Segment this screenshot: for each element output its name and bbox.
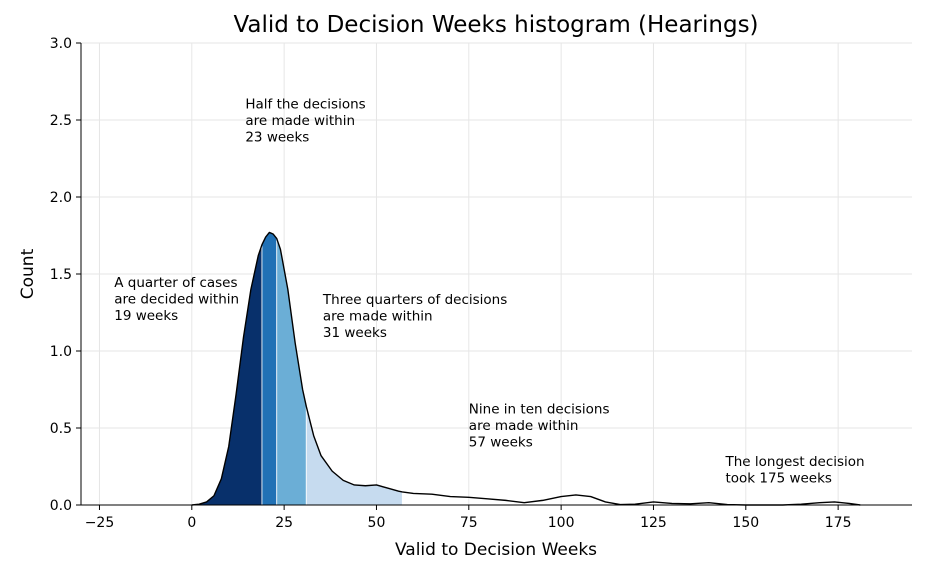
y-ticks: 0.0 0.5 1.0 1.5 2.0 2.5 3.0 xyxy=(50,36,81,514)
x-tick-label: 175 xyxy=(825,515,852,531)
x-tick-label: −25 xyxy=(85,515,115,531)
x-tick-label: 100 xyxy=(548,515,575,531)
y-axis-label: Count xyxy=(18,248,38,299)
annotation-1: A quarter of cases are decided within 19 w… xyxy=(114,275,239,324)
annotation-3: Three quarters of decisions are made with… xyxy=(322,292,507,341)
annotation-line: are made within xyxy=(469,418,579,434)
annotation-line: A quarter of cases xyxy=(114,275,237,291)
y-tick-label: 3.0 xyxy=(50,36,72,52)
quantile-band-3 xyxy=(277,239,307,505)
annotation-line: 57 weeks xyxy=(469,435,533,451)
x-tick-label: 75 xyxy=(460,515,478,531)
annotation-line: are made within xyxy=(245,113,355,129)
annotation-line: Three quarters of decisions xyxy=(322,292,507,308)
annotation-line: The longest decision xyxy=(724,454,864,470)
y-tick-label: 1.5 xyxy=(50,267,72,283)
y-tick-label: 2.5 xyxy=(50,113,72,129)
quantile-band-2 xyxy=(262,232,277,505)
annotation-line: are decided within xyxy=(114,292,239,308)
annotation-line: 19 weeks xyxy=(114,308,178,324)
y-tick-label: 0.5 xyxy=(50,421,72,437)
annotation-4: Nine in ten decisions are made within 57 w… xyxy=(469,402,610,451)
annotation-line: 23 weeks xyxy=(245,130,309,146)
quantile-bands xyxy=(192,232,403,505)
annotation-line: Half the decisions xyxy=(245,97,365,113)
y-tick-label: 2.0 xyxy=(50,190,72,206)
annotation-2: Half the decisions are made within 23 week… xyxy=(245,97,365,146)
y-tick-label: 0.0 xyxy=(50,498,72,514)
x-axis-label: Valid to Decision Weeks xyxy=(395,540,597,560)
annotation-line: Nine in ten decisions xyxy=(469,402,610,418)
chart-title: Valid to Decision Weeks histogram (Heari… xyxy=(233,12,758,38)
annotation-line: 31 weeks xyxy=(323,325,387,341)
annotation-line: are made within xyxy=(323,309,433,325)
y-tick-label: 1.0 xyxy=(50,344,72,360)
x-tick-label: 50 xyxy=(368,515,386,531)
annotation-5: The longest decision took 175 weeks xyxy=(724,454,864,487)
x-ticks: −25 0 25 50 75 100 125 150 175 xyxy=(85,505,852,531)
annotation-line: took 175 weeks xyxy=(725,470,831,486)
x-tick-label: 125 xyxy=(640,515,667,531)
x-tick-label: 25 xyxy=(275,515,293,531)
x-tick-label: 0 xyxy=(187,515,196,531)
x-tick-label: 150 xyxy=(732,515,759,531)
